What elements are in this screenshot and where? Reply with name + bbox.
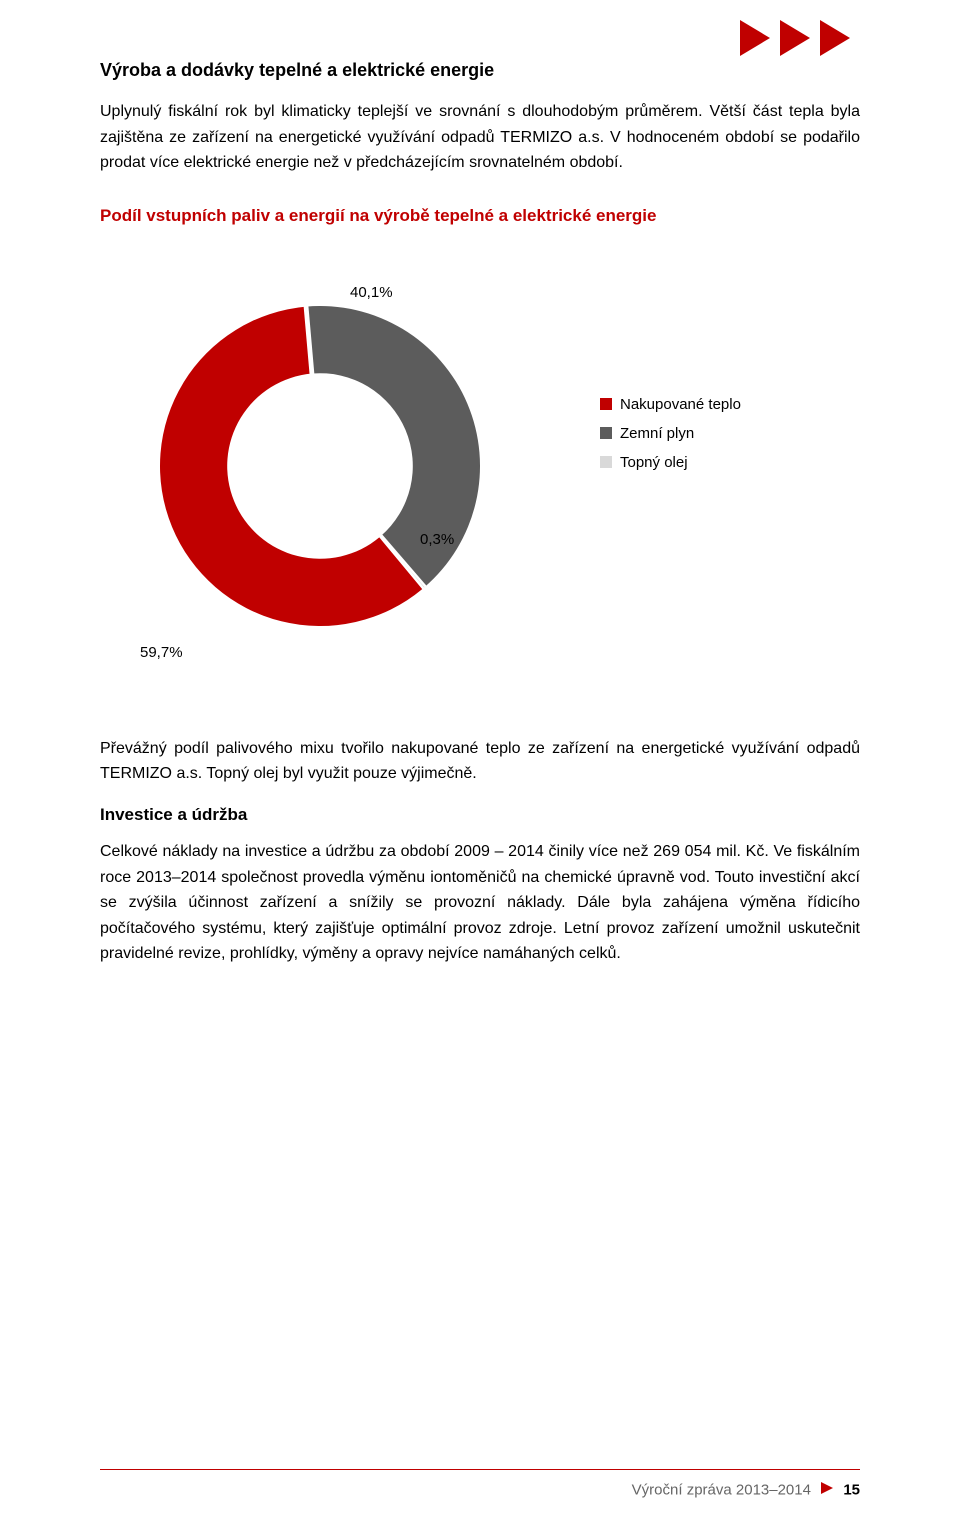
footer: Výroční zpráva 2013–2014 15 — [632, 1481, 860, 1500]
paragraph-fuel-mix: Převážný podíl palivového mixu tvořilo n… — [100, 736, 860, 787]
pct-label-2: 0,3% — [420, 531, 454, 548]
legend-item-0: Nakupované teplo — [600, 396, 741, 413]
pct-label-1: 40,1% — [350, 284, 393, 301]
pct-label-0: 59,7% — [140, 644, 183, 661]
legend-swatch-2 — [600, 456, 612, 468]
section-title-investice: Investice a údržba — [100, 805, 860, 825]
section1-paragraph: Uplynulý fiskální rok byl klimaticky tep… — [100, 99, 860, 176]
legend-item-1: Zemní plyn — [600, 425, 741, 442]
legend-label-2: Topný olej — [620, 454, 688, 471]
legend-item-2: Topný olej — [600, 454, 741, 471]
chart-title: Podíl vstupních paliv a energií na výrob… — [100, 206, 860, 226]
footer-arrow-icon — [821, 1481, 833, 1498]
chart-legend: Nakupované teplo Zemní plyn Topný olej — [600, 396, 741, 483]
legend-swatch-1 — [600, 427, 612, 439]
footer-report-title: Výroční zpráva 2013–2014 — [632, 1481, 811, 1498]
header-triple-arrow-icon — [740, 20, 860, 61]
donut-chart: 59,7% 40,1% 0,3% Nakupované teplo Zemní ply… — [100, 266, 860, 696]
footer-page-number: 15 — [843, 1481, 860, 1498]
footer-divider — [100, 1469, 860, 1470]
legend-swatch-0 — [600, 398, 612, 410]
section-title-production: Výroba a dodávky tepelné a elektrické en… — [100, 60, 860, 81]
legend-label-0: Nakupované teplo — [620, 396, 741, 413]
section2-paragraph: Celkové náklady na investice a údržbu za… — [100, 839, 860, 967]
donut-svg-wrap — [160, 306, 480, 626]
legend-label-1: Zemní plyn — [620, 425, 694, 442]
